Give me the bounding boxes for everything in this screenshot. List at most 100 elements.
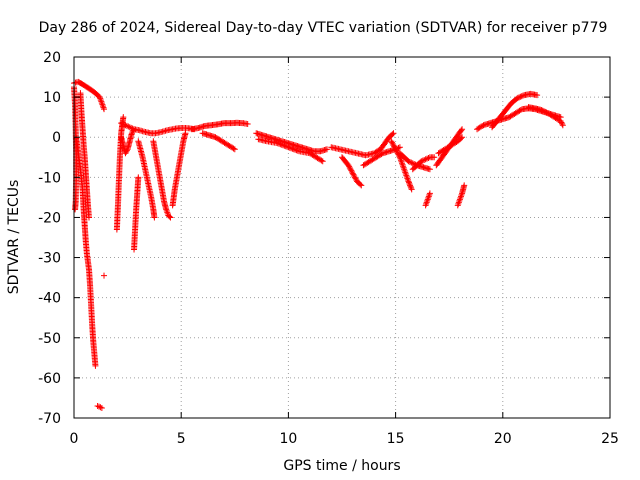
data-point	[86, 214, 93, 221]
series-track	[253, 130, 330, 155]
data-point	[539, 107, 546, 114]
data-point	[274, 140, 281, 147]
data-point	[290, 146, 297, 153]
data-point	[517, 93, 524, 100]
data-point	[406, 158, 413, 165]
data-point	[345, 162, 352, 169]
data-point	[92, 362, 99, 369]
series-track	[94, 402, 105, 411]
series-track	[71, 78, 108, 113]
data-point	[408, 159, 415, 166]
data-point	[348, 167, 355, 174]
data-point	[167, 214, 174, 221]
series-track	[435, 134, 466, 157]
x-tick-label: 20	[494, 431, 512, 447]
data-point	[281, 142, 288, 149]
data-point	[559, 122, 566, 129]
x-tick-label: 15	[387, 431, 405, 447]
data-point	[346, 163, 353, 170]
data-point	[276, 140, 283, 147]
data-point	[119, 120, 126, 127]
data-point	[351, 174, 358, 181]
data-point	[350, 171, 357, 178]
data-point	[182, 130, 189, 137]
data-point	[459, 126, 466, 133]
data-point	[120, 114, 127, 121]
x-axis-label: GPS time / hours	[283, 458, 400, 474]
data-point	[390, 142, 397, 149]
data-point	[543, 109, 550, 116]
data-point	[461, 182, 468, 189]
data-point	[389, 131, 396, 138]
series-track	[113, 114, 127, 233]
data-point	[101, 272, 108, 279]
data-point	[125, 123, 132, 130]
series-track	[474, 105, 564, 133]
data-point	[118, 120, 125, 127]
data-point	[129, 128, 136, 135]
data-point	[97, 404, 104, 411]
data-point	[351, 172, 358, 179]
data-point	[231, 146, 238, 153]
data-point	[123, 122, 130, 129]
data-point	[391, 143, 398, 150]
data-point	[396, 144, 403, 151]
series-track	[101, 272, 108, 279]
data-point	[389, 139, 396, 146]
data-point	[459, 134, 466, 141]
y-tick-label: 0	[52, 130, 61, 146]
data-point	[458, 127, 465, 134]
grid-lines	[74, 57, 610, 418]
data-point	[293, 147, 300, 154]
data-point	[426, 166, 433, 173]
data-point	[418, 158, 425, 165]
data-point	[408, 186, 415, 193]
data-point	[394, 148, 401, 155]
series-track	[422, 190, 433, 209]
data-point	[407, 182, 414, 189]
series-track	[339, 154, 365, 189]
y-tick-label: -60	[38, 371, 61, 387]
y-tick-label: -70	[38, 411, 61, 427]
data-point	[349, 168, 356, 175]
data-point	[96, 403, 103, 410]
y-tick-label: -40	[38, 291, 61, 307]
series-track	[328, 130, 397, 159]
data-point	[286, 144, 293, 151]
data-point	[358, 182, 365, 189]
data-point	[292, 146, 299, 153]
series-track	[454, 182, 468, 209]
data-point	[534, 92, 541, 99]
data-point	[278, 141, 285, 148]
y-axis-label: SDTVAR / TECUs	[6, 180, 22, 295]
data-marks	[71, 78, 566, 411]
data-point	[559, 120, 566, 127]
data-point	[392, 146, 399, 153]
series-track	[150, 138, 174, 221]
data-point	[431, 154, 438, 161]
data-point	[457, 135, 464, 142]
plot-frame	[73, 56, 611, 419]
series-track	[118, 126, 138, 157]
data-point	[405, 178, 412, 185]
series-track	[360, 144, 403, 169]
series-track	[489, 90, 541, 131]
data-point	[277, 141, 284, 148]
data-point	[426, 190, 433, 197]
data-point	[135, 174, 142, 181]
data-point	[517, 106, 524, 113]
data-point	[557, 118, 564, 125]
series-track	[135, 138, 158, 221]
data-point	[346, 164, 353, 171]
data-point	[282, 143, 289, 150]
data-point	[422, 156, 429, 163]
y-tick-label: -10	[38, 170, 61, 186]
data-point	[406, 179, 412, 186]
y-tick-label: -30	[38, 251, 61, 267]
axis-ticks: 0 5 10 15 20 25 20 10 0 -10 -20 -30 -40 -50 -60 -70	[38, 50, 619, 447]
data-point	[538, 106, 545, 113]
chart-title: Day 286 of 2024, Sidereal Day-to-day VTE…	[39, 20, 608, 36]
data-point	[244, 120, 251, 127]
data-point	[151, 214, 158, 221]
data-point	[128, 130, 135, 137]
